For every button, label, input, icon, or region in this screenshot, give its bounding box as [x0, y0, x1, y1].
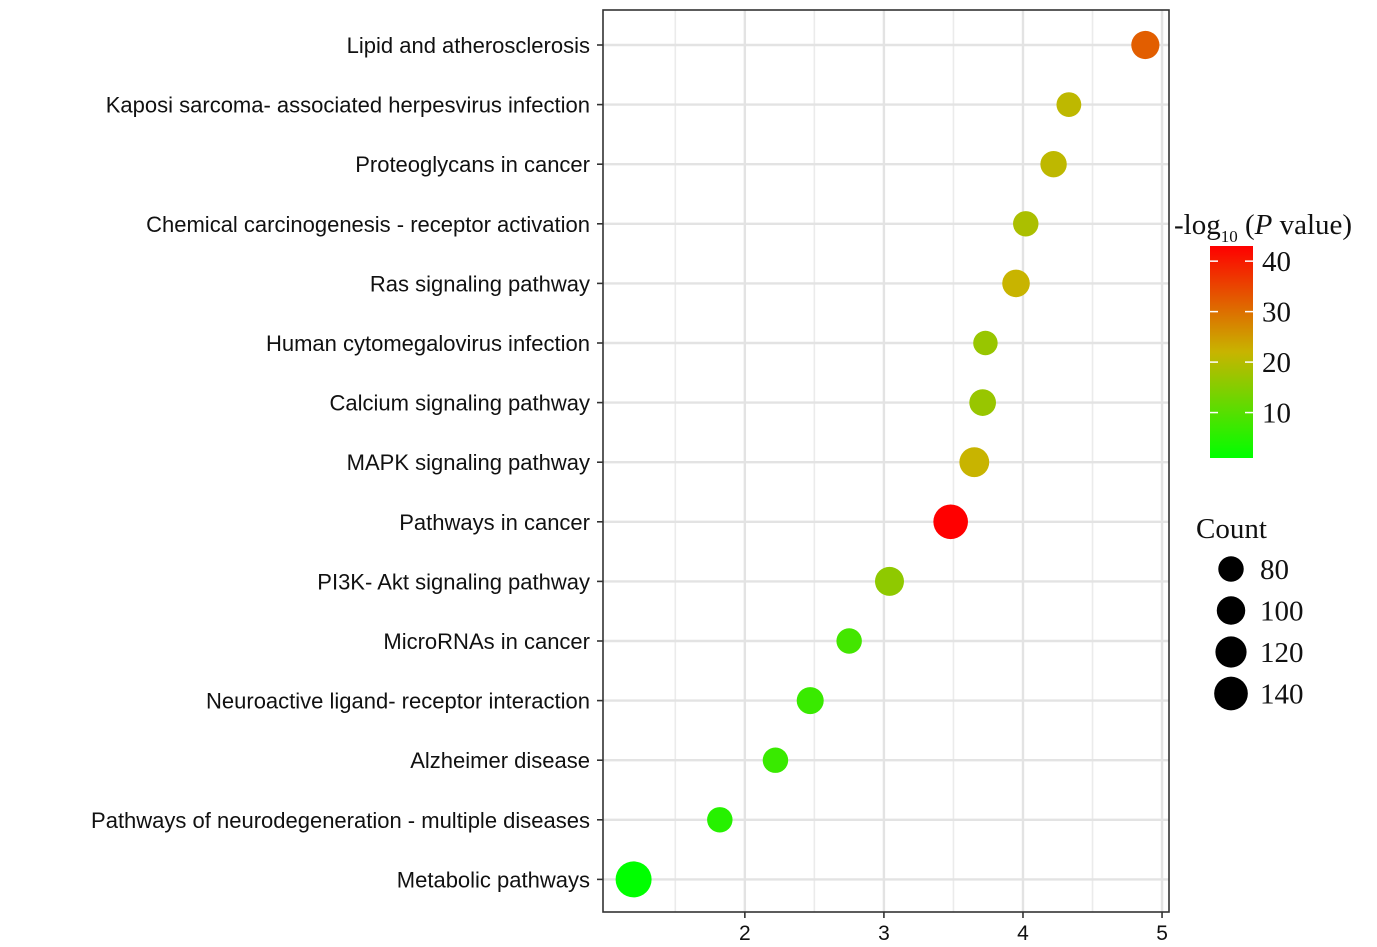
color-legend-label: 40 [1262, 246, 1291, 278]
data-point [973, 330, 998, 356]
category-label: Kaposi sarcoma- associated herpesvirus i… [106, 93, 590, 118]
size-legend-key [1216, 596, 1246, 625]
category-label: Pathways in cancer [399, 510, 590, 535]
data-point [836, 628, 862, 654]
color-bar [1210, 246, 1253, 458]
category-label: Lipid and atherosclerosis [347, 33, 590, 58]
size-legend-key [1215, 636, 1247, 668]
plot-panel-border [602, 9, 1170, 913]
size-legend-label: 100 [1260, 596, 1304, 628]
size-legend: Count 80 100 120 140 [1196, 513, 1304, 711]
size-legend-label: 140 [1260, 679, 1304, 711]
data-point [1002, 269, 1030, 298]
color-legend-ticks: 10 20 30 40 [1210, 246, 1291, 430]
x-tick-label: 3 [878, 922, 890, 945]
size-legend-key [1218, 556, 1244, 582]
point-layer [615, 30, 1160, 898]
color-legend: -log10 (P value) 10 20 30 40 [1174, 209, 1352, 458]
category-label: PI3K- Akt signaling pathway [317, 569, 590, 594]
data-point [615, 861, 652, 898]
data-point [796, 687, 824, 715]
data-point [969, 389, 997, 416]
x-tick-label: 2 [739, 922, 751, 945]
category-label: Metabolic pathways [397, 867, 590, 892]
color-legend-label: 10 [1262, 398, 1291, 430]
data-point [707, 807, 733, 833]
category-label: Neuroactive ligand- receptor interaction [206, 689, 590, 714]
category-label: Pathways of neurodegeneration - multiple… [91, 808, 590, 833]
category-label: Human cytomegalovirus infection [266, 331, 590, 356]
category-label: Ras signaling pathway [370, 271, 590, 296]
y-axis: Lipid and atherosclerosis Kaposi sarcoma-… [91, 33, 603, 892]
data-point [959, 447, 990, 478]
x-tick-label: 5 [1156, 922, 1168, 945]
data-point [762, 747, 789, 773]
color-legend-label: 30 [1262, 297, 1291, 329]
size-legend-items: 80 100 120 140 [1214, 554, 1304, 711]
category-label: Proteoglycans in cancer [355, 152, 590, 177]
category-label: Calcium signaling pathway [330, 391, 590, 416]
data-point [1040, 151, 1067, 178]
category-label: MicroRNAs in cancer [383, 629, 590, 654]
data-point [933, 504, 968, 540]
data-point [874, 566, 904, 596]
color-legend-title: -log10 (P value) [1174, 209, 1352, 246]
x-tick-label: 4 [1017, 922, 1029, 945]
data-point [1131, 30, 1160, 60]
data-point [1056, 92, 1082, 118]
category-label: MAPK signaling pathway [347, 450, 590, 475]
size-legend-key [1214, 676, 1248, 711]
size-legend-title: Count [1196, 513, 1267, 545]
size-legend-label: 120 [1260, 637, 1304, 669]
color-legend-label: 20 [1262, 347, 1291, 379]
category-label: Chemical carcinogenesis - receptor activ… [146, 212, 590, 237]
x-axis: 2 3 4 5 [739, 912, 1168, 945]
category-label: Alzheimer disease [410, 748, 590, 773]
size-legend-label: 80 [1260, 554, 1289, 586]
data-point [1013, 211, 1039, 237]
grid-layer [603, 10, 1169, 912]
